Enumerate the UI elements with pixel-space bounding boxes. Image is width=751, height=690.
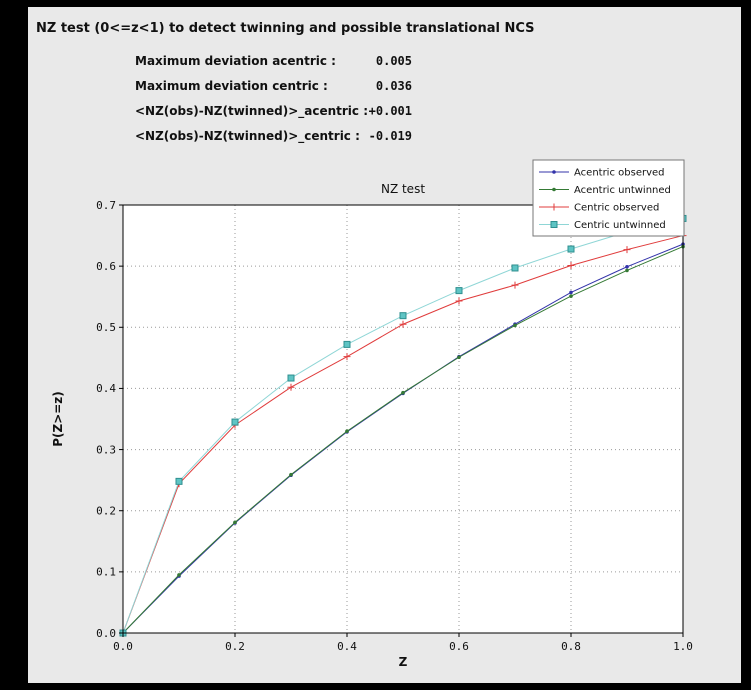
legend-label: Centric observed: [574, 203, 659, 214]
stat-row: <NZ(obs)-NZ(twinned)>_centric : -0.019: [135, 124, 455, 149]
page-title: NZ test (0<=z<1) to detect twinning and …: [36, 21, 535, 36]
y-tick-label: 0.6: [96, 260, 116, 273]
stat-row: Maximum deviation centric : 0.036: [135, 74, 455, 99]
legend-item: Centric untwinned: [539, 220, 666, 231]
stat-value: +0.001: [368, 104, 412, 118]
x-tick-label: 0.0: [113, 640, 133, 653]
y-axis-label: P(Z>=z): [51, 391, 65, 447]
stat-label: <NZ(obs)-NZ(twinned)>_centric :: [135, 129, 360, 143]
stat-label: <NZ(obs)-NZ(twinned)>_acentric :: [135, 104, 368, 118]
chart-title: NZ test: [381, 182, 425, 196]
y-tick-label: 0.2: [96, 505, 116, 518]
stat-row: <NZ(obs)-NZ(twinned)>_acentric : +0.001: [135, 99, 455, 124]
axis-ticks: 0.0 0.2 0.4 0.6 0.8 1.0 0.0 0.1 0.2 0.3 0.4 0.5 0.6 0…: [96, 199, 693, 653]
x-axis-label: Z: [399, 655, 408, 669]
stat-label: Maximum deviation centric :: [135, 79, 328, 93]
legend-label: Centric untwinned: [574, 220, 666, 231]
legend-label: Acentric observed: [574, 168, 665, 179]
x-tick-label: 0.8: [561, 640, 581, 653]
plot-area: [123, 205, 683, 633]
content-panel: NZ test (0<=z<1) to detect twinning and …: [28, 7, 741, 683]
x-tick-label: 1.0: [673, 640, 693, 653]
stat-label: Maximum deviation acentric :: [135, 54, 336, 68]
nz-test-chart: 0.0 0.2 0.4 0.6 0.8 1.0 0.0 0.1 0.2 0.3 0.4 0.5 0.6 0…: [51, 159, 693, 669]
plot-border: [122, 204, 684, 634]
x-tick-label: 0.4: [337, 640, 357, 653]
x-tick-label: 0.2: [225, 640, 245, 653]
chart-legend: Acentric observed Acentric untwinned Centr…: [532, 159, 685, 237]
stats-block: Maximum deviation acentric : 0.005 Maxim…: [135, 49, 455, 149]
y-tick-label: 0.0: [96, 627, 116, 640]
y-tick-label: 0.3: [96, 443, 116, 456]
legend-label: Acentric untwinned: [574, 185, 671, 196]
x-tick-label: 0.6: [449, 640, 469, 653]
legend-item: Acentric untwinned: [539, 185, 671, 196]
stat-value: 0.036: [375, 79, 412, 93]
y-tick-label: 0.4: [96, 382, 116, 395]
y-tick-label: 0.1: [96, 566, 116, 579]
legend-item: Centric observed: [539, 203, 659, 214]
y-tick-label: 0.5: [96, 321, 116, 334]
series-centric-untwinned: [119, 214, 687, 637]
y-tick-label: 0.7: [96, 199, 116, 212]
stat-value: -0.019: [368, 129, 412, 143]
legend-box: [532, 159, 685, 237]
stat-value: 0.005: [375, 54, 412, 68]
stat-row: Maximum deviation acentric : 0.005: [135, 49, 455, 74]
legend-item: Acentric observed: [539, 168, 665, 179]
series-acentric-untwinned: [121, 244, 685, 635]
